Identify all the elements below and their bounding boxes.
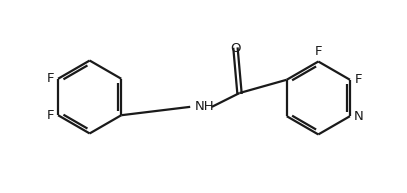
Text: O: O [230, 42, 241, 55]
Text: F: F [47, 72, 54, 85]
Text: F: F [315, 45, 322, 58]
Text: F: F [47, 109, 54, 122]
Text: N: N [354, 110, 363, 123]
Text: NH: NH [195, 100, 215, 113]
Text: F: F [355, 73, 362, 86]
